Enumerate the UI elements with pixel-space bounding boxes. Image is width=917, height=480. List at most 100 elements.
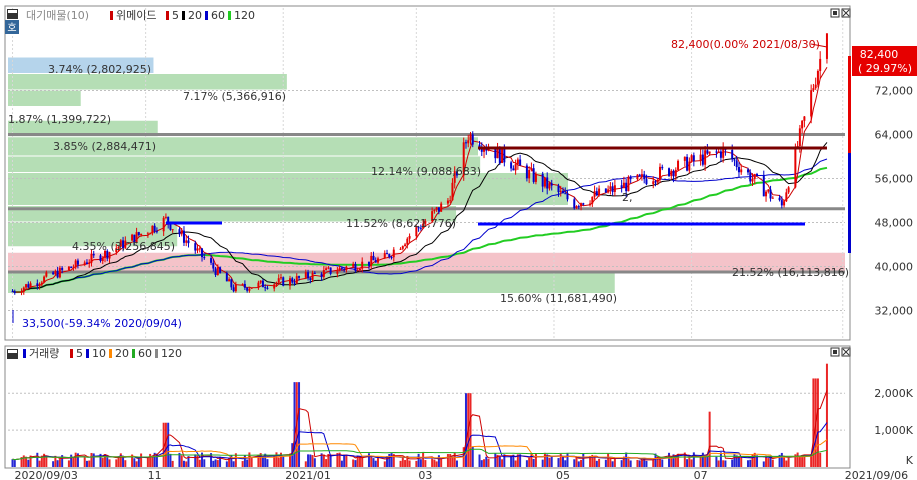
volume-bar-119 bbox=[388, 453, 391, 467]
volume-bar-114 bbox=[372, 458, 375, 467]
price-tick-5: 72,000 bbox=[875, 85, 914, 98]
volume-bar-85 bbox=[279, 452, 282, 467]
volume-bar-109 bbox=[356, 456, 359, 467]
candle-body-194 bbox=[625, 182, 628, 192]
vol-legend-10[interactable]: 10 bbox=[92, 347, 106, 360]
candle-body-210 bbox=[674, 169, 677, 177]
volume-menu-icon[interactable] bbox=[7, 349, 18, 359]
volume-bar-61 bbox=[203, 459, 206, 467]
volume-bar-215 bbox=[690, 459, 693, 467]
vol-tick-0: 1,000K bbox=[874, 424, 913, 437]
volume-bar-44 bbox=[151, 456, 154, 467]
legend-ma5[interactable]: 5 bbox=[172, 9, 179, 22]
chart-menu-icon[interactable] bbox=[7, 9, 18, 19]
candle-body-29 bbox=[104, 250, 107, 258]
candle-body-159 bbox=[514, 164, 517, 171]
candle-body-123 bbox=[401, 246, 404, 249]
candle-body-249 bbox=[798, 128, 801, 146]
close-icon[interactable] bbox=[841, 8, 851, 18]
candle-body-75 bbox=[248, 288, 251, 291]
vol-legend-60[interactable]: 60 bbox=[138, 347, 152, 360]
candle-body-188 bbox=[607, 189, 610, 193]
volume-bar-138 bbox=[449, 453, 452, 467]
candle-body-183 bbox=[591, 196, 594, 204]
volume-bar-181 bbox=[582, 453, 585, 467]
candle-body-83 bbox=[275, 282, 278, 285]
legend-ma60[interactable]: 60 bbox=[211, 9, 225, 22]
volume-panel-frame bbox=[4, 345, 851, 469]
candle-body-34 bbox=[119, 240, 122, 247]
candle-body-111 bbox=[361, 261, 364, 269]
volume-bar-10 bbox=[43, 453, 46, 467]
candle-body-180 bbox=[580, 203, 583, 207]
volume-bar-51 bbox=[171, 460, 174, 467]
volume-bar-209 bbox=[672, 454, 675, 467]
vol-legend-5[interactable]: 5 bbox=[76, 347, 83, 360]
candle-body-18 bbox=[70, 266, 73, 268]
volume-bar-6 bbox=[29, 455, 32, 467]
volume-bar-195 bbox=[627, 458, 630, 467]
x-tick-6: 2021/09/06 bbox=[845, 469, 908, 480]
volume-bar-94 bbox=[309, 454, 312, 467]
volume-bar-16 bbox=[61, 455, 64, 467]
legend-ma120[interactable]: 120 bbox=[234, 9, 255, 22]
vp-bar-11 bbox=[8, 272, 615, 293]
candle-body-36 bbox=[124, 240, 127, 249]
badge-box[interactable] bbox=[5, 20, 19, 34]
vp-bar-6 bbox=[8, 156, 481, 172]
volume-bar-18 bbox=[70, 454, 73, 467]
candle-body-137 bbox=[446, 200, 449, 204]
candle-body-61 bbox=[203, 257, 206, 259]
candle-body-26 bbox=[92, 253, 95, 256]
volume-bar-226 bbox=[724, 460, 727, 467]
vol-legend-20-swatch bbox=[109, 349, 112, 358]
candle-body-70 bbox=[232, 287, 235, 292]
volume-bar-154 bbox=[498, 455, 501, 467]
volume-bar-158 bbox=[512, 454, 515, 467]
volume-bar-233 bbox=[749, 459, 752, 467]
volume-maximize-icon-inner bbox=[833, 350, 837, 354]
candle-body-201 bbox=[645, 179, 648, 185]
maximize-icon-inner bbox=[833, 11, 837, 15]
candle-body-7 bbox=[36, 283, 39, 286]
candle-body-89 bbox=[293, 282, 296, 284]
maximize-icon[interactable] bbox=[830, 8, 840, 18]
candle-body-101 bbox=[329, 267, 332, 274]
candle-body-54 bbox=[182, 230, 185, 243]
candle-body-141 bbox=[455, 171, 458, 176]
volume-bar-122 bbox=[399, 460, 402, 467]
volume-bar-134 bbox=[435, 461, 438, 467]
candle-body-69 bbox=[230, 279, 233, 288]
candle-body-28 bbox=[101, 257, 104, 261]
candle-body-175 bbox=[564, 193, 567, 195]
volume-bar-110 bbox=[358, 456, 361, 467]
volume-average-lines bbox=[12, 390, 828, 461]
candle-body-250 bbox=[801, 120, 804, 129]
volume-bar-53 bbox=[180, 455, 183, 467]
candlestick-series bbox=[11, 33, 828, 296]
volume-bar-62 bbox=[210, 453, 213, 467]
volume-bar-24 bbox=[88, 460, 91, 467]
volume-close-icon[interactable] bbox=[841, 347, 851, 357]
candle-body-118 bbox=[386, 253, 389, 255]
candle-body-144 bbox=[467, 140, 470, 144]
candle-body-43 bbox=[149, 233, 152, 235]
volume-bar-100 bbox=[327, 454, 330, 467]
volume-bar-15 bbox=[58, 459, 61, 467]
candle-body-241 bbox=[771, 197, 774, 199]
volume-bar-127 bbox=[415, 460, 418, 467]
candle-body-149 bbox=[483, 149, 486, 152]
legend-ma20[interactable]: 20 bbox=[188, 9, 202, 22]
volume-bar-140 bbox=[453, 452, 456, 467]
candle-body-151 bbox=[487, 149, 490, 151]
volume-bar-41 bbox=[140, 453, 143, 467]
vol-legend-20[interactable]: 20 bbox=[115, 347, 129, 360]
volume-maximize-icon[interactable] bbox=[830, 347, 840, 357]
candle-body-32 bbox=[115, 248, 118, 253]
candle-body-121 bbox=[392, 249, 395, 258]
candle-body-57 bbox=[194, 243, 197, 251]
candle-body-73 bbox=[243, 283, 246, 288]
candle-body-219 bbox=[704, 150, 707, 165]
volume-bar-165 bbox=[532, 458, 535, 467]
